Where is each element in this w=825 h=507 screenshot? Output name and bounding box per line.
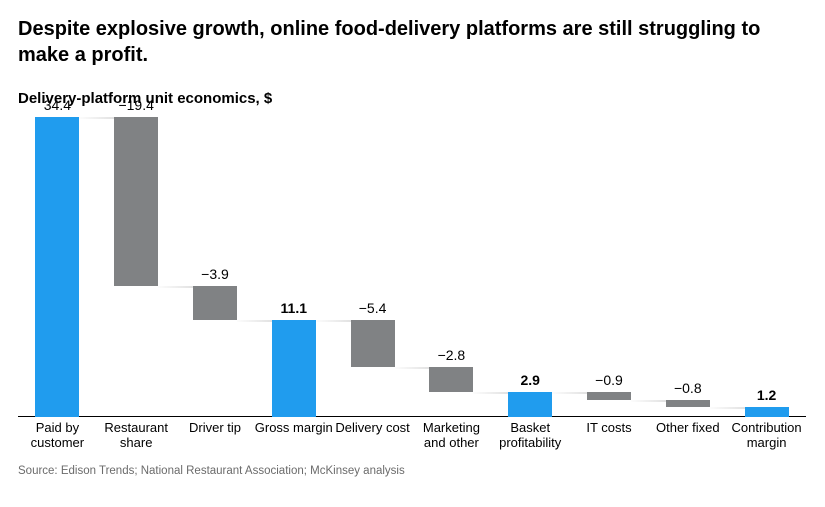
category-label: Basket profitability — [491, 421, 570, 451]
plot-area: 34.4−19.4 −3.9 11.1 −5.4 −2.8 2.9 −0.9 −0.8 1.2 — [18, 117, 806, 417]
category-label: Gross margin — [254, 421, 333, 436]
value-label: −5.4 — [359, 300, 387, 316]
category-label: Delivery cost — [333, 421, 412, 436]
value-label: −0.9 — [595, 372, 623, 388]
bar-slot: −0.9 — [570, 117, 649, 416]
value-label: −0.8 — [674, 380, 702, 396]
bar-slot: −3.9 — [176, 117, 255, 416]
bar-total — [35, 117, 79, 417]
bar-negative — [429, 367, 473, 391]
category-label: Marketing and other — [412, 421, 491, 451]
bar-slot: −0.8 — [648, 117, 727, 416]
value-label: −2.8 — [438, 347, 466, 363]
category-axis: Paid by customerRestaurant shareDriver t… — [18, 421, 806, 461]
value-label: −3.9 — [201, 266, 229, 282]
value-label: 2.9 — [520, 372, 539, 388]
bar-negative — [193, 286, 237, 320]
value-label: 1.2 — [757, 387, 776, 403]
chart-title: Despite explosive growth, online food-de… — [18, 16, 778, 68]
bar-negative — [666, 400, 710, 407]
bar-slot: −19.4 — [97, 117, 176, 416]
category-label: Contribution margin — [727, 421, 806, 451]
category-label: Paid by customer — [18, 421, 97, 451]
category-label: Driver tip — [176, 421, 255, 436]
value-label: 34.4 — [44, 97, 71, 113]
source-note: Source: Edison Trends; National Restaura… — [18, 465, 807, 477]
bar-slot: 11.1 — [254, 117, 333, 416]
bar-slot: −5.4 — [333, 117, 412, 416]
bar-negative — [587, 392, 631, 400]
waterfall-chart: 34.4−19.4−3.911.1−5.4−2.82.9−0.9−0.81.2 … — [18, 117, 806, 457]
bar-negative — [114, 117, 158, 286]
category-label: IT costs — [570, 421, 649, 436]
bar-negative — [351, 320, 395, 367]
bar-slot: 2.9 — [491, 117, 570, 416]
category-label: Restaurant share — [97, 421, 176, 451]
bar-total — [508, 392, 552, 417]
bar-slot: −2.8 — [412, 117, 491, 416]
value-label: −19.4 — [118, 97, 153, 113]
value-label: 11.1 — [281, 300, 307, 316]
bar-slot: 34.4 — [18, 117, 97, 416]
bar-total — [272, 320, 316, 417]
category-label: Other fixed — [648, 421, 727, 436]
bar-total — [745, 407, 789, 417]
bar-slot: 1.2 — [727, 117, 806, 416]
